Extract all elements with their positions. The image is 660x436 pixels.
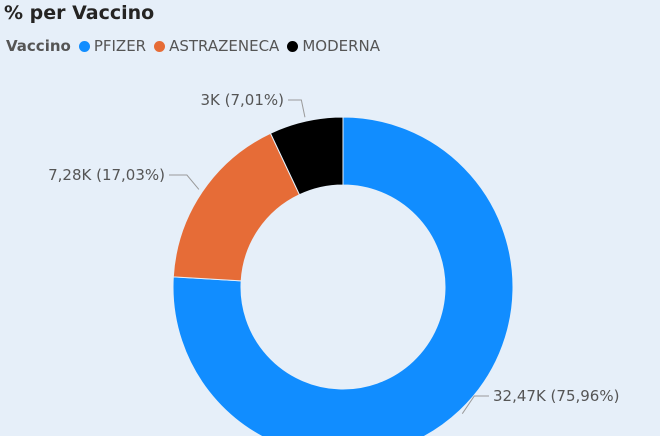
legend-item-moderna[interactable]: MODERNA [287,36,380,56]
slice-pfizer[interactable] [172,116,514,436]
data-label-moderna: 3K (7,01%) [200,91,284,109]
legend-item-astrazeneca[interactable]: ASTRAZENECA [154,36,279,56]
leader-line-pfizer [461,395,489,414]
data-label-astrazeneca: 7,28K (17,03%) [48,166,165,184]
donut-slices [172,116,514,436]
leader-line-moderna [288,99,306,118]
legend: Vaccino PFIZER ASTRAZENECA MODERNA [6,36,388,56]
legend-label-moderna: MODERNA [302,37,381,55]
legend-label-pfizer: PFIZER [93,37,147,55]
data-label-pfizer: 32,47K (75,96%) [493,387,619,405]
data-labels: 32,47K (75,96%) 7,28K (17,03%) 3K (7,01%) [48,91,619,414]
slice-moderna[interactable] [269,116,344,196]
leader-line-astrazeneca [169,174,200,190]
chart-title: % per Vaccino [4,2,155,24]
legend-item-pfizer[interactable]: PFIZER [78,36,147,56]
legend-label-astrazeneca: ASTRAZENECA [169,37,280,55]
legend-dot-moderna [287,40,299,52]
legend-dot-astrazeneca [154,40,166,52]
legend-dot-pfizer [78,40,90,52]
legend-title: Vaccino [6,37,71,55]
